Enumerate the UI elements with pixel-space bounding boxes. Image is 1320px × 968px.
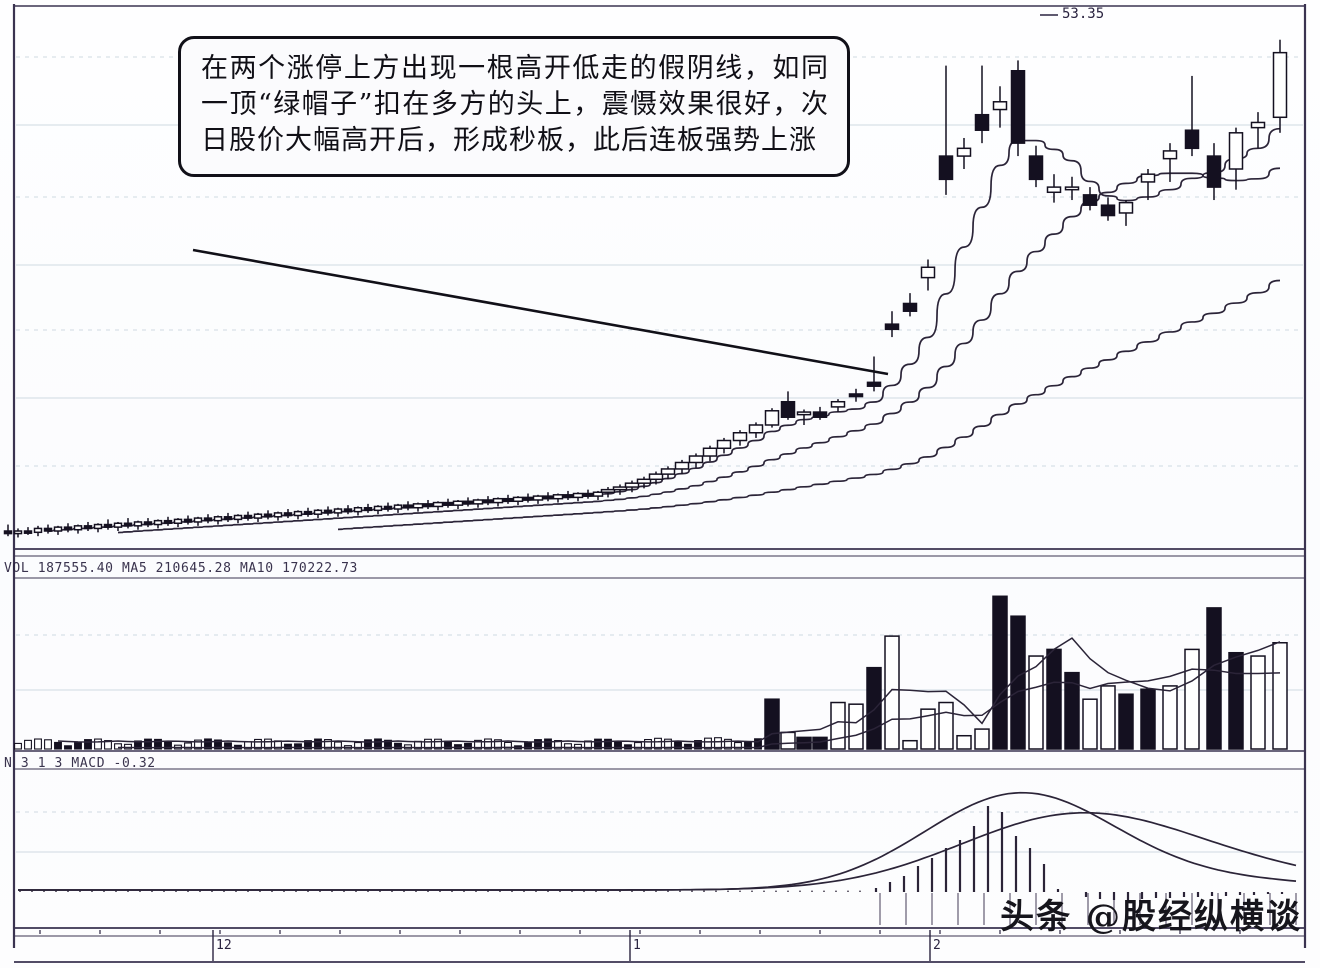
x-axis-tick-label: 12 (216, 938, 232, 953)
price-label: 53.35 (1062, 6, 1105, 22)
volume-bar-series (14, 595, 1288, 750)
annotation-text: 在两个涨停上方出现一根高开低走的假阴线，如同一顶“绿帽子”扣在多方的头上，震慑效… (201, 53, 829, 157)
macd-dif-dea-lines (18, 791, 1297, 891)
candlestick-series (3, 39, 1288, 538)
annotation-leader-line (192, 248, 889, 376)
macd-indicator-label: N 3 1 3 MACD -0.32 (4, 756, 156, 771)
annotation-callout: 在两个涨停上方出现一根高开低走的假阴线，如同一顶“绿帽子”扣在多方的头上，震慑效… (178, 36, 850, 177)
x-axis-tick-label: 1 (633, 938, 641, 953)
x-axis-tick-label: 2 (933, 938, 941, 953)
panel-dividers (14, 548, 1305, 963)
macd-histogram (19, 806, 1284, 900)
volume-moving-average-lines (57, 637, 1281, 749)
volume-indicator-label: VOL 187555.40 MA5 210645.28 MA10 170222.… (4, 561, 358, 576)
chart-frame (12, 4, 1307, 948)
watermark: 头条 @股经纵横谈 (1000, 897, 1302, 937)
x-axis-tick-marks (39, 893, 1297, 961)
volume-gridlines (16, 634, 1303, 691)
